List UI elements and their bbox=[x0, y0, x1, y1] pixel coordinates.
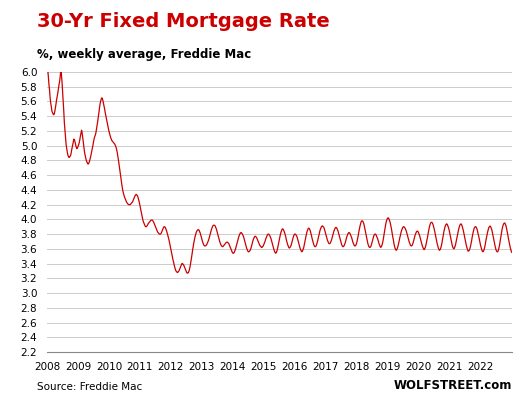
Text: Source: Freddie Mac: Source: Freddie Mac bbox=[37, 382, 142, 392]
Text: WOLFSTREET.com: WOLFSTREET.com bbox=[393, 379, 512, 392]
Text: %, weekly average, Freddie Mac: %, weekly average, Freddie Mac bbox=[37, 48, 251, 61]
Text: 30-Yr Fixed Mortgage Rate: 30-Yr Fixed Mortgage Rate bbox=[37, 12, 329, 31]
